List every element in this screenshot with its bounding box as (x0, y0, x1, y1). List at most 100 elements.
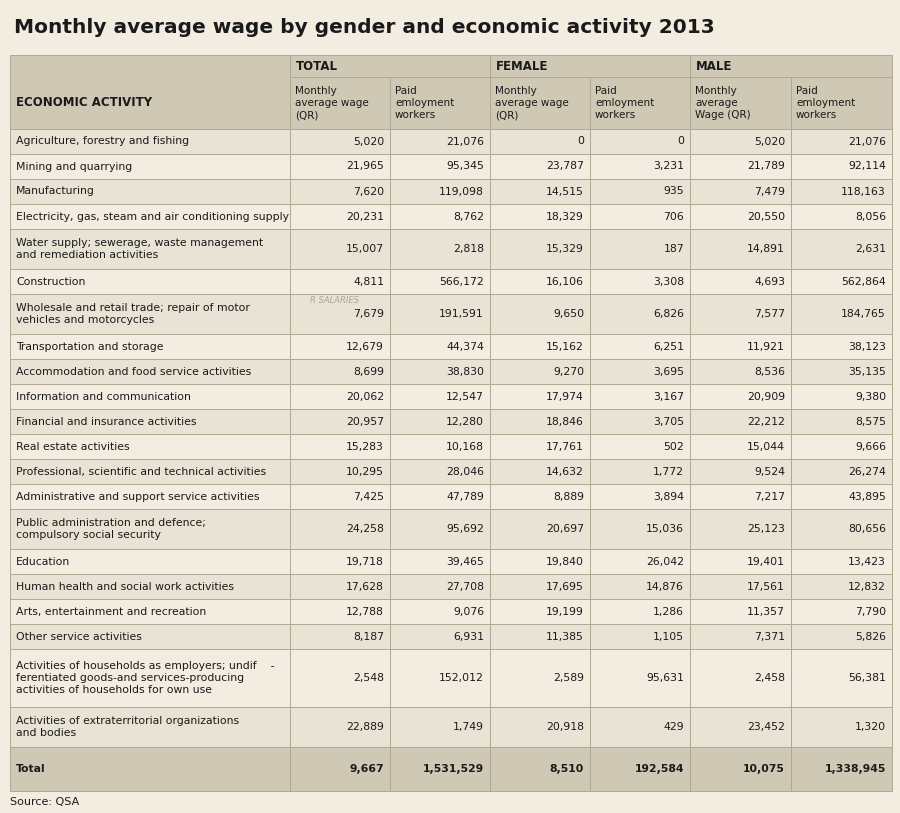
Text: Electricity, gas, steam and air conditioning supply: Electricity, gas, steam and air conditio… (16, 211, 289, 221)
Text: 566,172: 566,172 (439, 276, 484, 286)
Bar (10, 484, 290, 509)
Bar (390, 154, 490, 179)
Bar (791, 384, 892, 409)
Text: Monthly
average wage
(QR): Monthly average wage (QR) (495, 86, 569, 120)
Text: 18,846: 18,846 (546, 416, 584, 427)
Bar (10, 747, 290, 791)
Text: 20,550: 20,550 (747, 211, 785, 221)
Text: 8,536: 8,536 (754, 367, 785, 376)
Bar (791, 229, 892, 269)
Bar (290, 55, 490, 77)
Text: 7,479: 7,479 (754, 186, 785, 197)
Bar (490, 154, 590, 179)
Bar (10, 334, 290, 359)
Text: 10,295: 10,295 (346, 467, 384, 476)
Text: 562,864: 562,864 (842, 276, 886, 286)
Text: 8,187: 8,187 (353, 632, 384, 641)
Bar (690, 334, 791, 359)
Text: 9,667: 9,667 (349, 764, 384, 774)
Text: 9,270: 9,270 (553, 367, 584, 376)
Text: Construction: Construction (16, 276, 86, 286)
Text: 9,666: 9,666 (855, 441, 886, 451)
Bar (390, 747, 490, 791)
Text: 38,123: 38,123 (848, 341, 886, 351)
Text: 2,631: 2,631 (855, 244, 886, 254)
Text: 3,695: 3,695 (653, 367, 684, 376)
Text: 8,510: 8,510 (550, 764, 584, 774)
Text: 3,894: 3,894 (653, 492, 684, 502)
Bar (690, 55, 892, 77)
Text: 1,749: 1,749 (453, 722, 484, 732)
Text: 15,162: 15,162 (546, 341, 584, 351)
Bar (590, 409, 690, 434)
Text: 7,217: 7,217 (754, 492, 785, 502)
Text: 56,381: 56,381 (848, 673, 886, 683)
Bar (791, 484, 892, 509)
Bar (590, 334, 690, 359)
Text: Education: Education (16, 557, 70, 567)
Bar (490, 77, 590, 129)
Bar (490, 129, 590, 154)
Bar (590, 229, 690, 269)
Bar (590, 359, 690, 384)
Text: Total: Total (16, 764, 46, 774)
Text: 7,679: 7,679 (353, 309, 384, 319)
Text: 44,374: 44,374 (446, 341, 484, 351)
Bar (690, 409, 791, 434)
Bar (10, 459, 290, 484)
Bar (10, 294, 290, 334)
Bar (590, 154, 690, 179)
Bar (690, 204, 791, 229)
Text: 2,818: 2,818 (453, 244, 484, 254)
Text: 14,632: 14,632 (546, 467, 584, 476)
Text: 12,679: 12,679 (346, 341, 384, 351)
Bar (791, 599, 892, 624)
Text: Information and communication: Information and communication (16, 392, 191, 402)
Bar (10, 509, 290, 549)
Text: 17,628: 17,628 (346, 581, 384, 592)
Text: 152,012: 152,012 (439, 673, 484, 683)
Text: 20,957: 20,957 (346, 416, 384, 427)
Bar (791, 77, 892, 129)
Text: 22,212: 22,212 (747, 416, 785, 427)
Bar (490, 459, 590, 484)
Bar (290, 434, 390, 459)
Bar (390, 409, 490, 434)
Bar (290, 549, 390, 574)
Text: 11,357: 11,357 (747, 606, 785, 616)
Text: Arts, entertainment and recreation: Arts, entertainment and recreation (16, 606, 206, 616)
Text: 21,965: 21,965 (346, 162, 384, 172)
Text: 20,062: 20,062 (346, 392, 384, 402)
Bar (690, 624, 791, 649)
Bar (390, 649, 490, 707)
Bar (690, 509, 791, 549)
Text: Administrative and support service activities: Administrative and support service activ… (16, 492, 259, 502)
Text: 7,425: 7,425 (353, 492, 384, 502)
Text: 15,036: 15,036 (646, 524, 684, 534)
Text: 9,650: 9,650 (553, 309, 584, 319)
Bar (690, 359, 791, 384)
Text: 18,329: 18,329 (546, 211, 584, 221)
Text: 1,320: 1,320 (855, 722, 886, 732)
Bar (390, 179, 490, 204)
Text: 21,076: 21,076 (848, 137, 886, 146)
Text: 935: 935 (663, 186, 684, 197)
Bar (590, 747, 690, 791)
Text: Mining and quarrying: Mining and quarrying (16, 162, 132, 172)
Text: 25,123: 25,123 (747, 524, 785, 534)
Text: 15,044: 15,044 (747, 441, 785, 451)
Bar (690, 77, 791, 129)
Text: 1,286: 1,286 (653, 606, 684, 616)
Text: 187: 187 (663, 244, 684, 254)
Text: Source: QSA: Source: QSA (10, 797, 79, 807)
Text: FEMALE: FEMALE (496, 59, 548, 72)
Text: 12,788: 12,788 (346, 606, 384, 616)
Bar (590, 649, 690, 707)
Text: 35,135: 35,135 (848, 367, 886, 376)
Bar (791, 409, 892, 434)
Bar (791, 204, 892, 229)
Text: Monthly
average wage
(QR): Monthly average wage (QR) (295, 86, 369, 120)
Bar (10, 599, 290, 624)
Text: Wholesale and retail trade; repair of motor
vehicles and motorcycles: Wholesale and retail trade; repair of mo… (16, 303, 250, 325)
Bar (290, 269, 390, 294)
